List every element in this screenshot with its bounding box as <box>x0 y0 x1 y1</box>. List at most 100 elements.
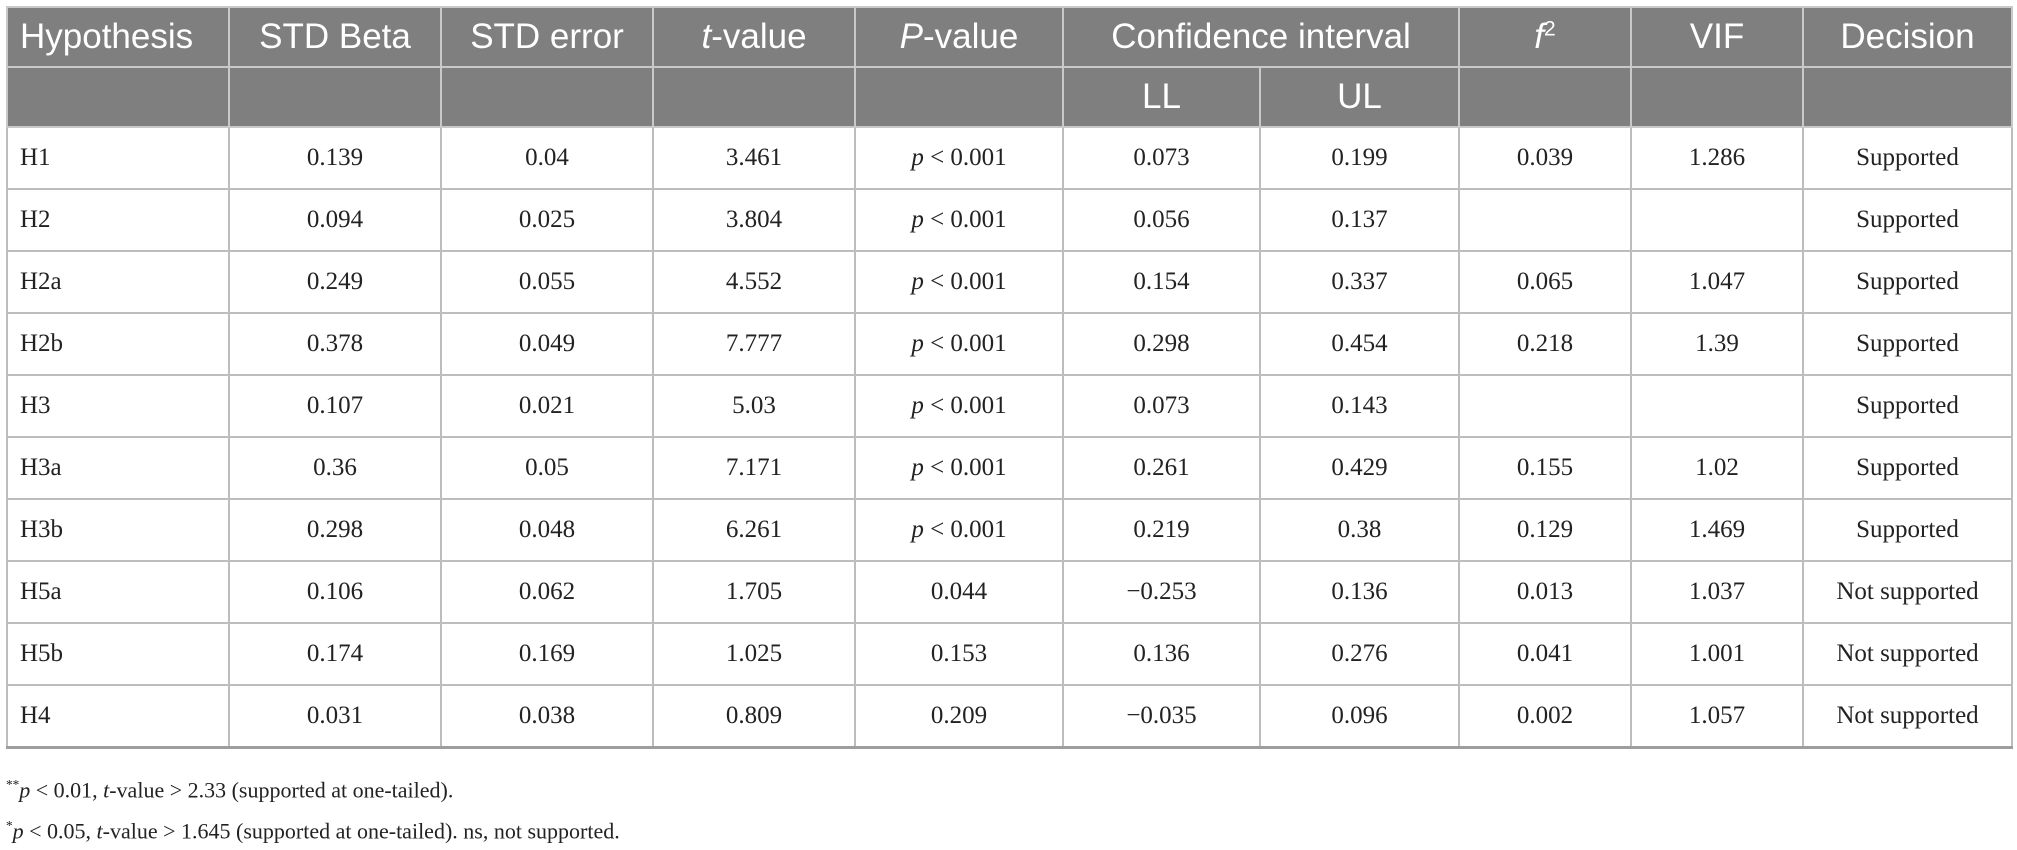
cell-std-error: 0.062 <box>440 560 654 624</box>
footnote-1-p: p <box>19 777 31 803</box>
table-row: H5a 0.106 0.062 1.705 0.044 −0.253 0.136 0.013 1… <box>6 560 2013 624</box>
cell-p-italic: p <box>911 144 924 171</box>
cell-decision: Supported <box>1802 312 2013 376</box>
table-row: H2a 0.249 0.055 4.552 p < 0.001 0.154 0.337 0.0… <box>6 250 2013 314</box>
header-t-rest: -value <box>711 17 807 56</box>
cell-ll: 0.298 <box>1062 312 1261 376</box>
cell-t-value: 3.461 <box>652 126 856 190</box>
footnote-2-p: p <box>12 818 24 844</box>
cell-p-value: 0.044 <box>854 560 1064 624</box>
cell-t-value: 6.261 <box>652 498 856 562</box>
table-row: H2 0.094 0.025 3.804 p < 0.001 0.056 0.137 Supp… <box>6 188 2013 252</box>
cell-decision: Supported <box>1802 188 2013 252</box>
cell-vif <box>1630 188 1804 252</box>
cell-vif: 1.057 <box>1630 684 1804 749</box>
cell-ll: 0.056 <box>1062 188 1261 252</box>
subheader-empty <box>1458 66 1632 128</box>
header-row: Hypothesis STD Beta STD error t-value P-… <box>6 6 2013 68</box>
cell-p-italic: p <box>911 206 924 233</box>
subheader-empty <box>228 66 442 128</box>
table-row: H4 0.031 0.038 0.809 0.209 −0.035 0.096 0.002 1.… <box>6 684 2013 749</box>
subheader-empty <box>1630 66 1804 128</box>
cell-std-beta: 0.174 <box>228 622 442 686</box>
table-row: H1 0.139 0.04 3.461 p < 0.001 0.073 0.199 0.039… <box>6 126 2013 190</box>
cell-f2: 0.155 <box>1458 436 1632 500</box>
cell-ul: 0.136 <box>1259 560 1460 624</box>
cell-t-value: 4.552 <box>652 250 856 314</box>
cell-hypothesis: H2 <box>6 188 230 252</box>
header-std-error: STD error <box>440 6 654 68</box>
cell-t-value: 3.804 <box>652 188 856 252</box>
cell-vif: 1.047 <box>1630 250 1804 314</box>
cell-vif: 1.001 <box>1630 622 1804 686</box>
cell-t-value: 0.809 <box>652 684 856 749</box>
cell-vif: 1.286 <box>1630 126 1804 190</box>
cell-f2: 0.065 <box>1458 250 1632 314</box>
cell-decision: Not supported <box>1802 560 2013 624</box>
header-std-beta: STD Beta <box>228 6 442 68</box>
cell-f2 <box>1458 374 1632 438</box>
cell-vif: 1.469 <box>1630 498 1804 562</box>
table-row: H2b 0.378 0.049 7.777 p < 0.001 0.298 0.454 0.2… <box>6 312 2013 376</box>
cell-ul: 0.199 <box>1259 126 1460 190</box>
cell-std-error: 0.038 <box>440 684 654 749</box>
footnote-1-stars: ** <box>6 777 20 792</box>
cell-hypothesis: H3 <box>6 374 230 438</box>
cell-std-error: 0.169 <box>440 622 654 686</box>
cell-ll: −0.035 <box>1062 684 1261 749</box>
footnote-1-a: < 0.01, <box>30 777 104 803</box>
table-row: H3a 0.36 0.05 7.171 p < 0.001 0.261 0.429 0.155… <box>6 436 2013 500</box>
cell-f2: 0.129 <box>1458 498 1632 562</box>
cell-p-rest: 0.153 <box>930 640 988 667</box>
cell-p-rest: 0.044 <box>930 578 988 605</box>
cell-t-value: 5.03 <box>652 374 856 438</box>
cell-std-beta: 0.139 <box>228 126 442 190</box>
subheader-empty <box>652 66 856 128</box>
cell-ll: 0.154 <box>1062 250 1261 314</box>
subheader-row: LL UL <box>6 66 2013 128</box>
cell-decision: Not supported <box>1802 684 2013 749</box>
cell-ul: 0.276 <box>1259 622 1460 686</box>
cell-p-value: p < 0.001 <box>854 188 1064 252</box>
header-confidence-interval: Confidence interval <box>1062 6 1460 68</box>
results-table-container: Hypothesis STD Beta STD error t-value P-… <box>6 6 2013 749</box>
cell-f2: 0.041 <box>1458 622 1632 686</box>
cell-std-error: 0.055 <box>440 250 654 314</box>
cell-p-value: p < 0.001 <box>854 126 1064 190</box>
cell-p-value: 0.153 <box>854 622 1064 686</box>
cell-f2: 0.218 <box>1458 312 1632 376</box>
header-p-italic: P <box>899 17 924 56</box>
cell-ul: 0.454 <box>1259 312 1460 376</box>
cell-t-value: 7.777 <box>652 312 856 376</box>
cell-p-rest: < 0.001 <box>923 144 1007 171</box>
cell-p-rest: < 0.001 <box>923 516 1007 543</box>
header-f2-sup: 2 <box>1544 17 1556 41</box>
cell-std-beta: 0.298 <box>228 498 442 562</box>
cell-std-error: 0.048 <box>440 498 654 562</box>
cell-p-italic: p <box>911 454 924 481</box>
header-vif: VIF <box>1630 6 1804 68</box>
cell-decision: Supported <box>1802 374 2013 438</box>
cell-hypothesis: H5b <box>6 622 230 686</box>
cell-ll: 0.073 <box>1062 374 1261 438</box>
cell-std-error: 0.021 <box>440 374 654 438</box>
footnote-2-stars: * <box>6 818 13 834</box>
cell-ul: 0.429 <box>1259 436 1460 500</box>
header-p-value: P-value <box>854 6 1064 68</box>
cell-std-beta: 0.36 <box>228 436 442 500</box>
cell-std-beta: 0.031 <box>228 684 442 749</box>
cell-hypothesis: H3b <box>6 498 230 562</box>
subheader-empty <box>6 66 230 128</box>
cell-std-error: 0.049 <box>440 312 654 376</box>
cell-decision: Not supported <box>1802 622 2013 686</box>
subheader-ul: UL <box>1259 66 1460 128</box>
cell-ll: 0.136 <box>1062 622 1261 686</box>
cell-hypothesis: H1 <box>6 126 230 190</box>
cell-p-rest: < 0.001 <box>923 268 1007 295</box>
subheader-empty <box>440 66 654 128</box>
cell-f2: 0.013 <box>1458 560 1632 624</box>
cell-ll: 0.073 <box>1062 126 1261 190</box>
subheader-empty <box>854 66 1064 128</box>
cell-hypothesis: H4 <box>6 684 230 749</box>
cell-std-error: 0.04 <box>440 126 654 190</box>
